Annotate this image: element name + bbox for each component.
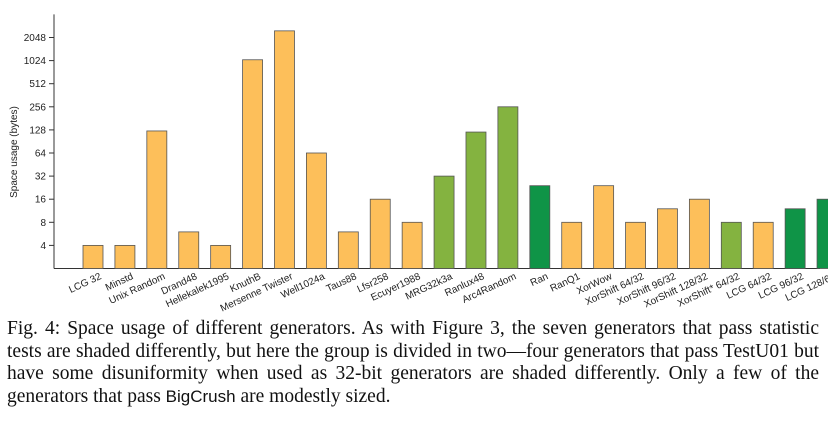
bar (210, 244, 232, 269)
bar (529, 185, 551, 269)
bar (688, 198, 710, 269)
bar (369, 198, 391, 269)
caption-code: BigCrush (165, 386, 236, 406)
bar-chart: 4 8 16 32 64 128 256 512 1024 2048 LCG 32 MinstdUn… (9, 14, 828, 315)
y-tick-label: 16 (35, 195, 47, 206)
y-tick-label: 4 (40, 241, 46, 252)
bar (82, 244, 104, 269)
bar (752, 221, 774, 269)
bar (242, 59, 263, 269)
bar (720, 221, 742, 269)
bar (816, 198, 828, 269)
y-tick-label: 128 (29, 125, 46, 136)
figure-caption: Fig. 4: Space usage of different generat… (7, 318, 819, 408)
y-tick-label: 256 (29, 102, 46, 113)
bar (657, 208, 678, 269)
y-tick-label: 512 (29, 79, 46, 90)
y-tick-label: 1024 (24, 56, 47, 67)
bar (114, 244, 136, 269)
x-tick-label: Ran (529, 271, 550, 289)
bar (401, 221, 423, 269)
bar (178, 231, 200, 269)
caption-text-start: Fig. 4: Space usage of different generat… (7, 318, 819, 407)
bar (784, 208, 806, 269)
bar (561, 221, 583, 269)
bar (433, 175, 455, 269)
y-axis-label: Space usage (bytes) (9, 106, 20, 198)
y-tick-label: 32 (35, 172, 47, 183)
bar (337, 231, 359, 269)
bar (146, 130, 168, 269)
bar (593, 185, 615, 269)
y-tick-label: 64 (35, 149, 47, 160)
bar (306, 152, 327, 269)
bar (465, 131, 487, 269)
caption-text-end: are modestly sized. (235, 385, 391, 407)
x-tick-label: Taus88 (325, 271, 359, 295)
y-tick-label: 8 (40, 218, 46, 229)
y-tick-label: 2048 (24, 33, 47, 44)
bar (625, 221, 646, 269)
bars (82, 30, 828, 269)
bar (274, 30, 295, 269)
x-tick-label: LCG 32 (67, 271, 103, 296)
bar (497, 106, 519, 269)
